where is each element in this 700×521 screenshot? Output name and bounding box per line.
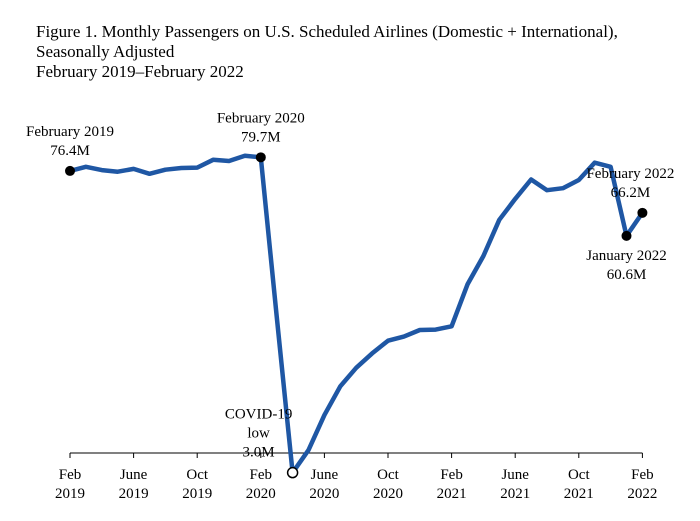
chart-title-line-3: February 2019–February 2022	[36, 62, 244, 81]
x-tick-label-year: 2020	[373, 486, 403, 502]
x-tick-label-month: Feb	[631, 467, 654, 483]
annotation-label: January 2022	[586, 248, 666, 264]
passengers-line	[67, 153, 645, 475]
annotation-markers	[65, 152, 648, 479]
annotation-marker	[637, 207, 648, 218]
x-tick-label-year: 2019	[182, 486, 212, 502]
chart-title: Figure 1. Monthly Passengers on U.S. Sch…	[36, 22, 696, 82]
chart-title-line-1: Figure 1. Monthly Passengers on U.S. Sch…	[36, 22, 618, 41]
x-tick-label-month: June	[120, 467, 148, 483]
x-tick-label-year: 2021	[500, 486, 530, 502]
x-tick-label-month: Oct	[568, 467, 590, 483]
x-tick-label-month: June	[501, 467, 529, 483]
annotation-label: February 2022	[586, 166, 674, 182]
annotation-label: 60.6M	[607, 267, 647, 283]
annotation-label: 76.4M	[50, 143, 90, 159]
x-tick-label-month: June	[311, 467, 339, 483]
annotation-label: February 2019	[26, 124, 114, 140]
annotation-label: 66.2M	[611, 185, 651, 201]
x-tick-label-year: 2021	[564, 486, 594, 502]
x-tick-label-year: 2020	[309, 486, 339, 502]
annotation-label: COVID-19	[225, 407, 293, 423]
x-tick-label-year: 2021	[437, 486, 467, 502]
series-passengers	[67, 153, 645, 475]
x-tick-label-year: 2020	[246, 486, 276, 502]
x-tick-label-year: 2019	[119, 486, 149, 502]
x-tick-label-month: Feb	[250, 467, 273, 483]
x-tick-label-month: Feb	[59, 467, 82, 483]
x-tick-label-month: Oct	[377, 467, 399, 483]
x-tick-label-month: Oct	[186, 467, 208, 483]
x-axis: Feb 2019 June 2019 Oct 2019 Feb 2020 June 2020 Oct…	[55, 452, 657, 502]
annotation-labels: February 2019 76.4M February 2020 79.7M COVI…	[26, 110, 674, 460]
annotation-label: 3.0M	[243, 445, 275, 461]
x-tick-label-year: 2019	[55, 486, 85, 502]
annotation-marker	[621, 230, 632, 241]
annotation-marker	[65, 165, 75, 176]
annotation-label: low	[247, 426, 270, 442]
x-tick-label-year: 2022	[627, 486, 657, 502]
x-tick-label-month: Feb	[440, 467, 463, 483]
annotation-marker-open	[286, 466, 299, 479]
annotation-label: 79.7M	[241, 129, 281, 145]
annotation-marker	[255, 152, 266, 163]
chart-title-line-2: Seasonally Adjusted	[36, 42, 175, 61]
annotation-label: February 2020	[217, 110, 305, 126]
